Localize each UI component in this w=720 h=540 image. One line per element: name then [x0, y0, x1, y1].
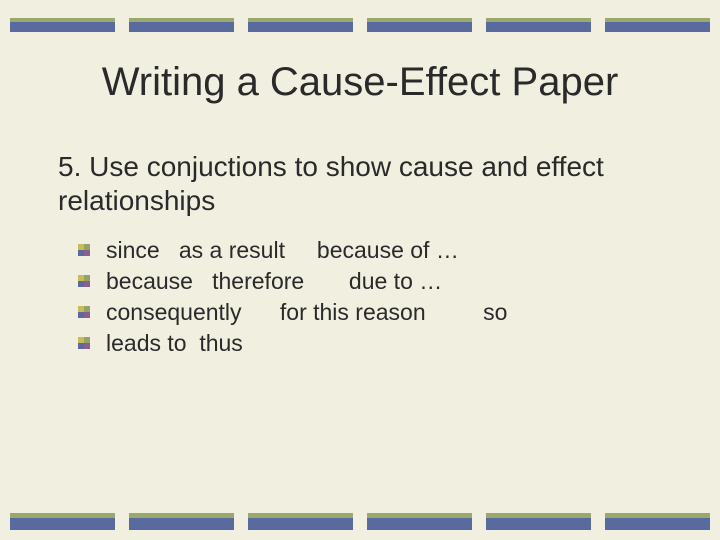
bullet-icon	[78, 244, 90, 256]
bullet-icon	[78, 306, 90, 318]
bar-segment	[367, 18, 472, 32]
bullet-list: since as a result because of … because t…	[58, 235, 670, 359]
bullet-text: leads to thus	[106, 330, 243, 356]
bullet-icon	[78, 275, 90, 287]
bar-segment	[10, 18, 115, 32]
bullet-text: since as a result because of …	[106, 237, 459, 263]
decorative-top-bar	[0, 18, 720, 32]
list-item: leads to thus	[86, 328, 670, 359]
list-item: since as a result because of …	[86, 235, 670, 266]
list-item: consequently for this reason so	[86, 297, 670, 328]
bullet-text: because therefore due to …	[106, 268, 442, 294]
bar-segment	[605, 513, 710, 530]
bar-segment	[486, 18, 591, 32]
bar-segment	[248, 18, 353, 32]
bullet-text: consequently for this reason so	[106, 299, 507, 325]
list-item: because therefore due to …	[86, 266, 670, 297]
slide-title: Writing a Cause-Effect Paper	[0, 60, 720, 105]
bar-segment	[367, 513, 472, 530]
bar-segment	[10, 513, 115, 530]
bar-segment	[129, 18, 234, 32]
bar-segment	[605, 18, 710, 32]
decorative-bottom-bar	[0, 513, 720, 530]
slide-body: 5. Use conjuctions to show cause and eff…	[58, 150, 670, 359]
slide-heading: 5. Use conjuctions to show cause and eff…	[58, 150, 670, 217]
bar-segment	[248, 513, 353, 530]
bar-segment	[129, 513, 234, 530]
bar-segment	[486, 513, 591, 530]
bullet-icon	[78, 337, 90, 349]
